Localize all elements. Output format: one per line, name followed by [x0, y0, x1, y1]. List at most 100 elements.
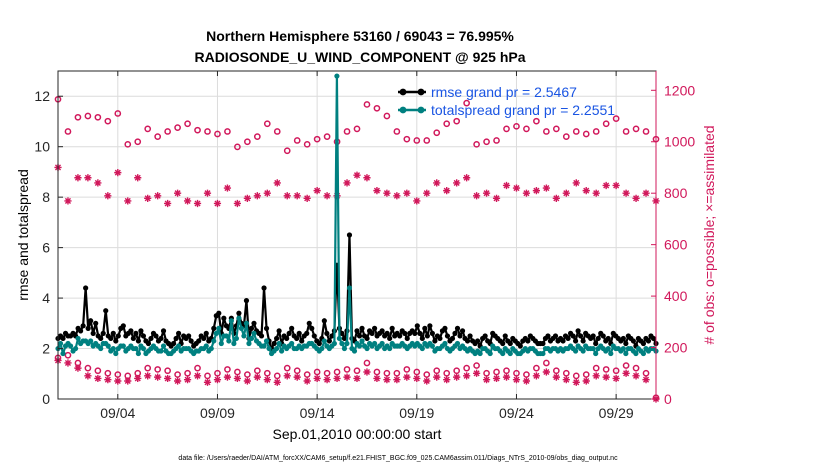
possible-obs-point: [214, 130, 221, 138]
rmse-point: [321, 318, 327, 324]
totalspread-point: [572, 348, 579, 354]
possible-obs-point: [483, 369, 490, 377]
assimilated-obs-point: [423, 377, 431, 385]
assimilated-obs-point: [602, 181, 610, 190]
rmse-point: [170, 340, 177, 347]
assimilated-obs-point: [114, 377, 122, 385]
rmse-point: [273, 335, 280, 342]
totalspread-point: [507, 350, 513, 357]
rmse-point: [500, 340, 506, 347]
assimilated-obs-point: [154, 192, 162, 200]
possible-obs-point: [572, 372, 580, 380]
possible-obs-point: [94, 367, 102, 375]
totalspread-point: [344, 340, 350, 347]
possible-obs-point: [164, 128, 171, 135]
assimilated-obs-point: [193, 372, 202, 380]
assimilated-obs-point: [512, 376, 521, 384]
legend-spread-marker: [399, 106, 407, 114]
possible-obs-point: [513, 122, 520, 130]
totalspread-point: [620, 345, 626, 352]
possible-obs-point: [283, 147, 291, 155]
rmse-point: [422, 325, 428, 331]
rmse-point: [286, 330, 292, 336]
assimilated-obs-point: [353, 171, 361, 179]
assimilated-obs-point: [612, 181, 620, 190]
totalspread-point: [640, 350, 647, 357]
possible-obs-point: [303, 371, 311, 378]
y-right-tick-label: 1200: [664, 82, 695, 98]
rmse-point: [442, 325, 448, 331]
rmse-point: [444, 333, 451, 339]
rmse-point: [251, 320, 257, 326]
assimilated-obs-point: [443, 187, 451, 195]
rmse-point: [459, 328, 466, 334]
y-left-tick-label: 0: [42, 391, 50, 407]
assimilated-obs-point: [482, 189, 491, 197]
possible-obs-point: [423, 137, 431, 144]
totalspread-point: [60, 350, 66, 357]
rmse-point: [88, 318, 94, 324]
possible-obs-point: [154, 133, 162, 140]
possible-obs-point: [612, 115, 620, 122]
assimilated-obs-point: [183, 376, 192, 384]
possible-obs-point: [273, 372, 281, 380]
rmse-point: [640, 340, 647, 347]
assimilated-obs-point: [313, 187, 321, 195]
totalspread-point: [608, 350, 614, 357]
assimilated-obs-point: [443, 376, 451, 384]
possible-obs-point: [552, 125, 560, 133]
assimilated-obs-point: [104, 192, 112, 200]
assimilated-obs-point: [74, 174, 82, 182]
possible-obs-point: [94, 113, 102, 121]
totalspread-point: [261, 343, 267, 349]
rmse-point: [437, 335, 443, 342]
possible-obs-point: [533, 364, 540, 372]
rmse-point: [261, 285, 267, 291]
possible-obs-point: [582, 130, 590, 138]
rmse-point: [404, 335, 410, 342]
assimilated-obs-point: [562, 376, 570, 384]
assimilated-obs-point: [303, 194, 311, 202]
assimilated-obs-point: [373, 187, 381, 195]
rmse-point: [359, 325, 365, 331]
rmse-point: [120, 323, 126, 329]
possible-obs-point: [413, 368, 421, 376]
possible-obs-point: [373, 104, 381, 112]
possible-obs-point: [463, 99, 470, 107]
rmse-point: [429, 330, 435, 336]
totalspread-point: [246, 340, 252, 347]
possible-obs-point: [343, 128, 351, 135]
possible-obs-point: [244, 138, 251, 146]
possible-obs-point: [234, 368, 241, 376]
possible-obs-point: [84, 364, 92, 372]
possible-obs-point: [383, 369, 391, 377]
assimilated-obs-point: [183, 197, 192, 205]
totalspread-point: [241, 333, 247, 339]
rmse-point: [593, 340, 599, 347]
assimilated-obs-point: [164, 199, 172, 208]
assimilated-obs-point: [84, 174, 92, 182]
assimilated-obs-point: [263, 376, 271, 384]
assimilated-obs-point: [632, 194, 640, 202]
assimilated-obs-point: [293, 373, 301, 381]
totalspread-point: [135, 350, 142, 357]
possible-obs-point: [253, 133, 261, 140]
assimilated-obs-point: [64, 359, 72, 367]
rmse-point: [502, 333, 508, 339]
rmse-point: [525, 338, 531, 344]
totalspread-point: [379, 340, 385, 347]
legend-rmse-marker: [417, 88, 425, 96]
rmse-point: [289, 325, 295, 331]
assimilated-obs-point: [333, 374, 341, 383]
possible-obs-point: [592, 128, 600, 135]
possible-obs-point: [433, 129, 441, 137]
assimilated-obs-point: [94, 179, 102, 187]
assimilated-obs-point: [542, 368, 550, 376]
possible-obs-point: [543, 359, 550, 367]
rmse-point: [78, 328, 84, 334]
assimilated-obs-point: [323, 376, 331, 384]
assimilated-obs-point: [273, 179, 281, 187]
rmse-point: [575, 328, 581, 334]
assimilated-obs-point: [542, 184, 550, 192]
rmse-point: [560, 338, 566, 344]
